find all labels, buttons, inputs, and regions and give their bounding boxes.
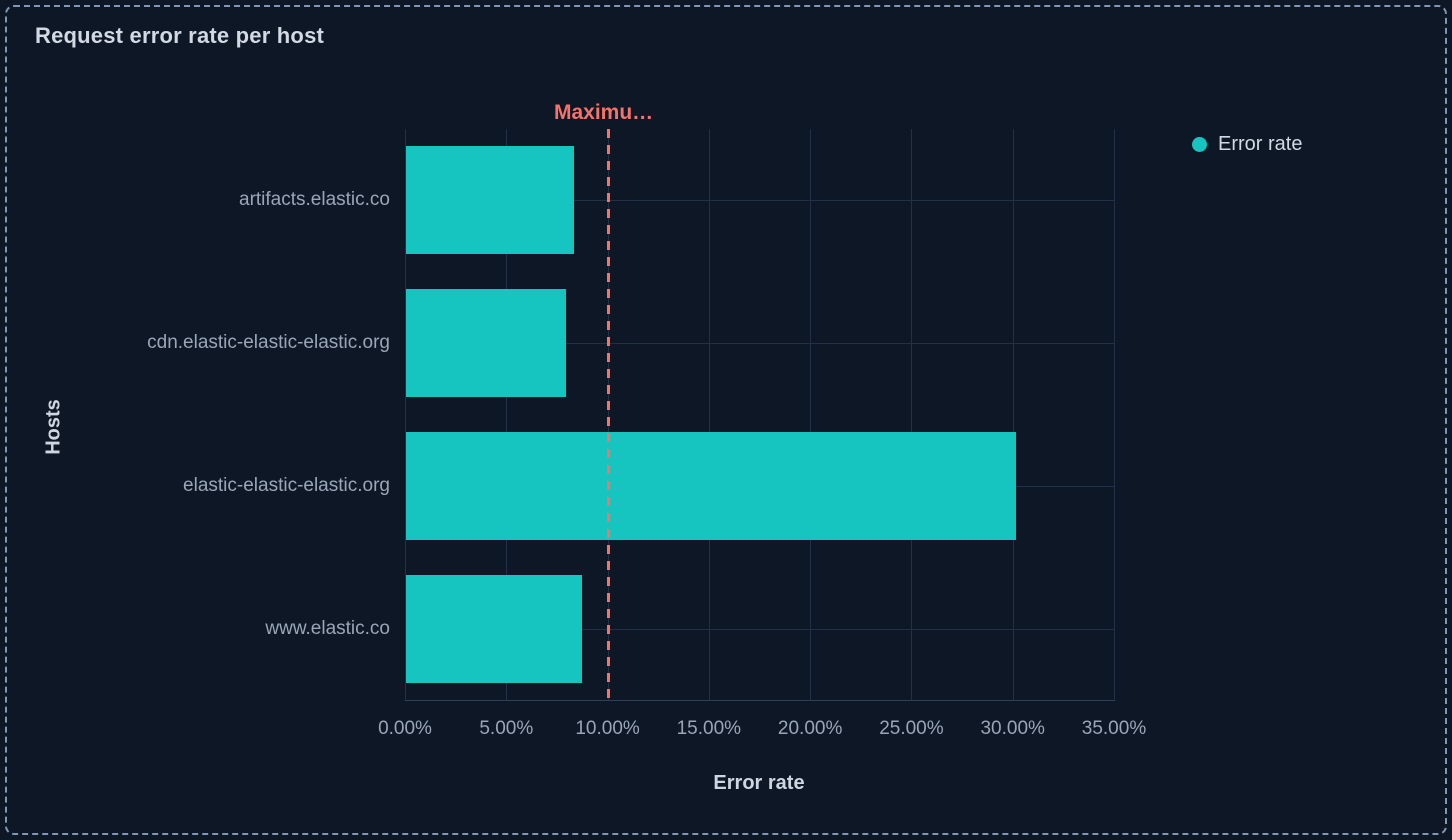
x-axis-title: Error rate bbox=[713, 772, 805, 794]
y-axis-category-label: artifacts.elastic.co bbox=[239, 189, 390, 211]
x-axis-tick-label: 5.00% bbox=[479, 718, 534, 739]
x-axis-tick-label: 0.00% bbox=[378, 718, 432, 739]
gridline-horizontal bbox=[405, 200, 1114, 202]
y-axis-title: Hosts bbox=[42, 399, 65, 455]
gridline-horizontal bbox=[405, 343, 1114, 345]
gridline-vertical bbox=[1114, 129, 1115, 700]
y-axis-category-label: www.elastic.co bbox=[265, 617, 390, 639]
x-axis-tick-label: 15.00% bbox=[676, 718, 742, 739]
legend-label: Error rate bbox=[1218, 133, 1303, 155]
x-axis-tick-label: 10.00% bbox=[575, 718, 640, 739]
bar-artifacts.elastic.co[interactable] bbox=[406, 146, 575, 255]
bar-cdn.elastic-elastic-elastic.org[interactable] bbox=[406, 289, 567, 398]
x-axis-tick-label: 35.00% bbox=[1081, 718, 1147, 739]
panel-title: Request error rate per host bbox=[35, 23, 325, 48]
dashboard-panel[interactable]: Request error rate per host artifacts.el… bbox=[5, 5, 1447, 835]
gridline-vertical bbox=[810, 129, 812, 700]
x-axis-tick-label: 30.00% bbox=[980, 718, 1045, 739]
gridline-vertical bbox=[405, 129, 406, 700]
y-axis-category-label: elastic-elastic-elastic.org bbox=[183, 474, 390, 496]
threshold-annotation-label: Maximu… bbox=[553, 101, 654, 124]
gridline-horizontal bbox=[405, 628, 1114, 630]
gridline-vertical bbox=[911, 129, 913, 700]
threshold-line bbox=[606, 129, 610, 700]
bar-elastic-elastic-elastic.org[interactable] bbox=[406, 431, 1016, 540]
gridline-vertical bbox=[506, 129, 508, 700]
x-axis-tick-label: 20.00% bbox=[777, 718, 843, 739]
x-axis-line bbox=[405, 700, 1115, 701]
gridline-vertical bbox=[1012, 129, 1014, 700]
y-axis-category-label: cdn.elastic-elastic-elastic.org bbox=[147, 332, 390, 354]
gridline-vertical bbox=[708, 129, 710, 700]
bar-www.elastic.co[interactable] bbox=[406, 574, 583, 683]
legend-color-dot-icon bbox=[1192, 137, 1207, 152]
bar-chart: artifacts.elastic.co cdn.elastic-elastic-… bbox=[7, 7, 1445, 833]
legend-item-error-rate[interactable]: Error rate bbox=[1192, 133, 1302, 156]
x-axis-tick-label: 25.00% bbox=[879, 718, 944, 739]
